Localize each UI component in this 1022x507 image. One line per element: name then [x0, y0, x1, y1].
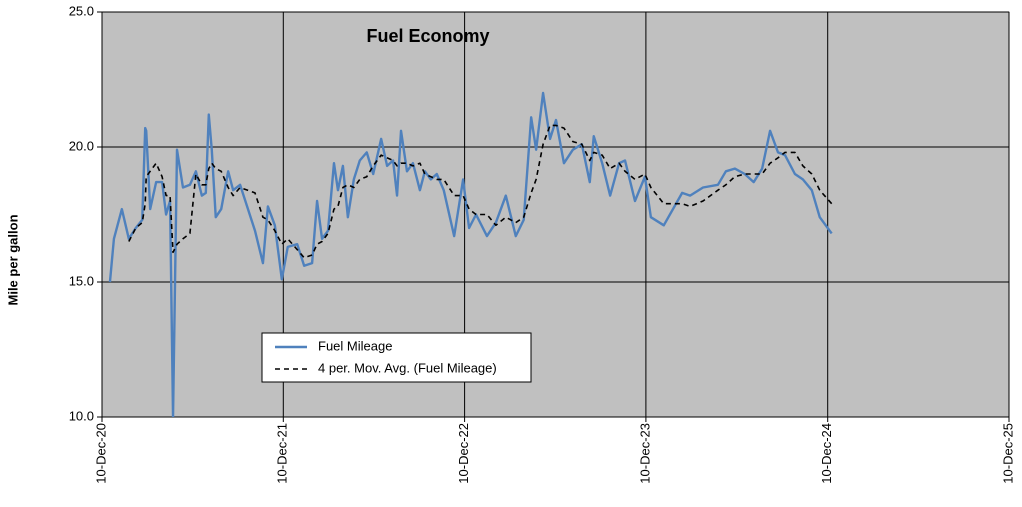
x-tick-label: 10-Dec-24: [819, 423, 834, 484]
chart-title: Fuel Economy: [366, 26, 489, 46]
y-axis-label: Mile per gallon: [5, 214, 20, 305]
plot-area: [101, 11, 1010, 418]
legend: Fuel Mileage 4 per. Mov. Avg. (Fuel Milea…: [261, 332, 532, 383]
series-line: [108, 91, 833, 417]
y-tick-label: 10.0: [69, 408, 94, 423]
series-group: [108, 91, 833, 417]
series-line: [128, 124, 833, 259]
legend-label: Fuel Mileage: [318, 338, 392, 353]
y-tick-label: 25.0: [69, 3, 94, 18]
x-tick-label: 10-Dec-23: [637, 423, 652, 484]
x-tick-label: 10-Dec-22: [456, 423, 471, 484]
x-tick-label: 10-Dec-25: [1000, 423, 1015, 484]
y-tick-label: 15.0: [69, 273, 94, 288]
legend-label: 4 per. Mov. Avg. (Fuel Mileage): [318, 360, 497, 375]
x-tick-label: 10-Dec-20: [93, 423, 108, 484]
x-tick-label: 10-Dec-21: [275, 423, 290, 484]
legend-box: [261, 332, 532, 383]
y-tick-label: 20.0: [69, 138, 94, 153]
